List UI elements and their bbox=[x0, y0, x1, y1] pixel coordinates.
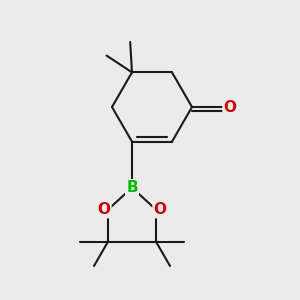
Text: O: O bbox=[154, 202, 166, 217]
Text: O: O bbox=[98, 202, 110, 217]
Text: B: B bbox=[126, 180, 138, 195]
Text: O: O bbox=[224, 100, 236, 115]
